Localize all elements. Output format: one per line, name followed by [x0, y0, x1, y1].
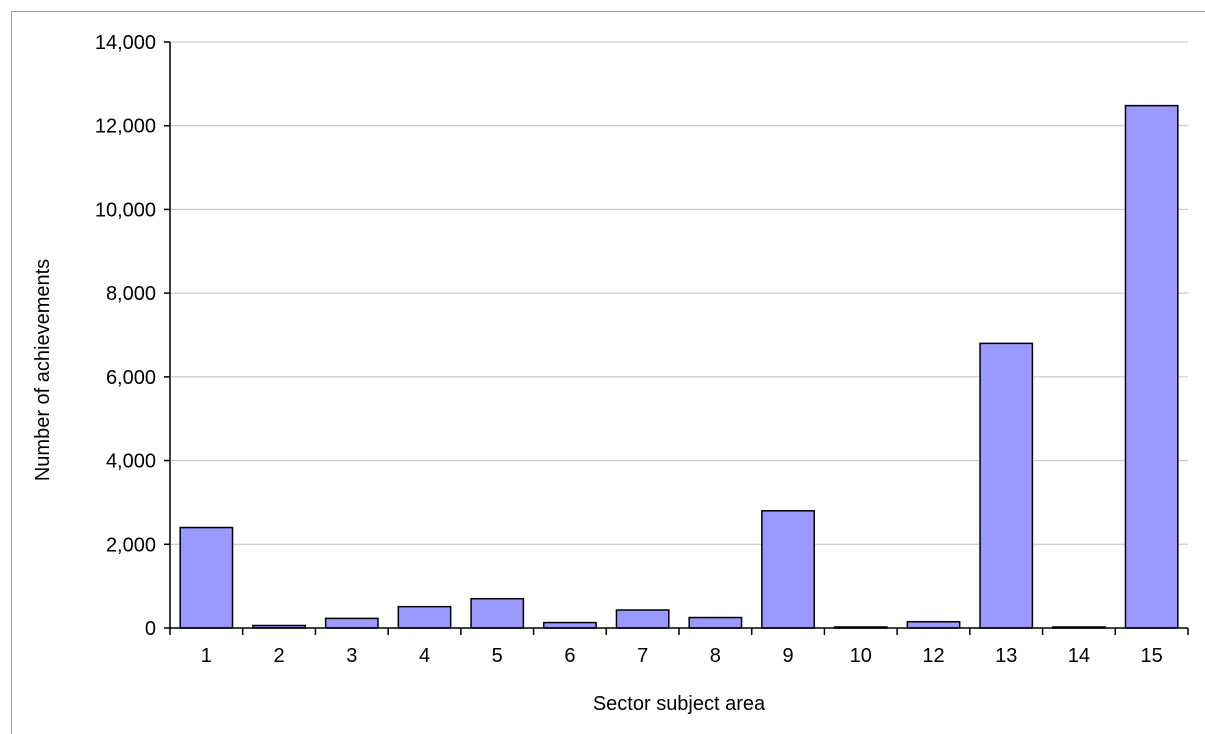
x-tick-label: 14	[1068, 645, 1090, 667]
x-axis-title: Sector subject area	[593, 693, 766, 715]
axes	[164, 41, 1189, 635]
x-tick-label: 13	[995, 645, 1017, 667]
x-tick-labels: 1 2 3 4 5 6 7 8 9 10 12 13 14 15	[201, 645, 1163, 667]
bar-12	[906, 620, 961, 629]
y-tick-labels: 0 2,000 4,000 6,000 8,000 10,000 12,000 14,000	[95, 32, 156, 640]
x-tick-label: 3	[346, 645, 357, 667]
x-tick-label: 8	[710, 645, 721, 667]
x-tick-label: 1	[201, 645, 212, 667]
x-tick-label: 9	[783, 645, 794, 667]
bar-3	[324, 617, 379, 629]
bars	[179, 104, 1179, 629]
x-tick-label: 4	[419, 645, 430, 667]
bar-8	[688, 616, 743, 629]
bar-13	[979, 342, 1034, 629]
gridlines	[170, 41, 1188, 545]
bar-5	[470, 597, 525, 629]
x-tick-label: 6	[564, 645, 575, 667]
y-axis-title: Number of achievements	[32, 259, 54, 481]
bar-4	[397, 605, 452, 629]
bar-9	[761, 510, 815, 629]
x-tick-label: 7	[637, 645, 648, 667]
y-tick-label: 4,000	[106, 451, 156, 473]
y-tick-label: 2,000	[106, 534, 156, 556]
bar-6	[543, 621, 597, 629]
y-tick-label: 10,000	[95, 199, 156, 221]
x-tick-label: 15	[1141, 645, 1163, 667]
y-tick-label: 0	[145, 618, 156, 640]
bar-7	[615, 609, 670, 629]
y-tick-label: 6,000	[106, 367, 156, 389]
x-tick-label: 10	[850, 645, 872, 667]
x-tick-label: 12	[922, 645, 944, 667]
y-tick-label: 8,000	[106, 283, 156, 305]
x-tick-label: 2	[274, 645, 285, 667]
y-tick-label: 14,000	[95, 32, 156, 54]
bar-1	[179, 526, 234, 629]
bar-15	[1124, 104, 1179, 629]
y-tick-label: 12,000	[95, 116, 156, 138]
x-tick-label: 5	[492, 645, 503, 667]
